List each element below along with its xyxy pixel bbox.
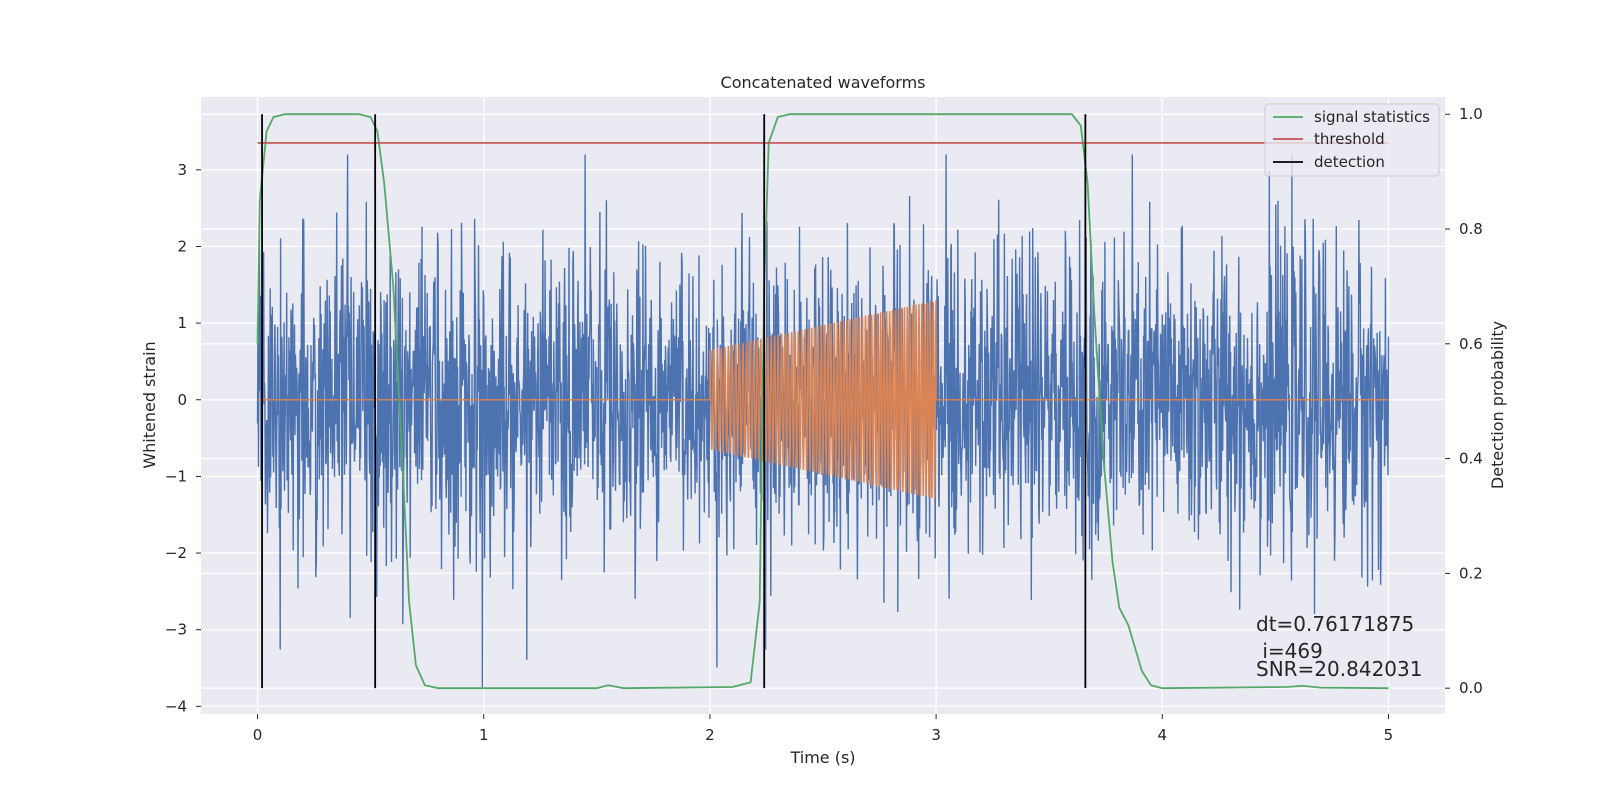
y2-axis-label: Detection probability bbox=[1488, 321, 1507, 489]
y-tick-label: −2 bbox=[165, 544, 187, 562]
x-tick-label: 0 bbox=[253, 726, 263, 744]
y-axis-label: Whitened strain bbox=[140, 341, 159, 468]
x-tick-label: 3 bbox=[931, 726, 941, 744]
detection-series bbox=[261, 114, 1087, 689]
y-tick-label: 2 bbox=[177, 237, 187, 255]
legend-label-signal-statistics: signal statistics bbox=[1314, 108, 1430, 126]
x-axis-label: Time (s) bbox=[789, 748, 855, 767]
y2-tick-label: 0.6 bbox=[1459, 335, 1483, 353]
annotation-snr: SNR=20.842031 bbox=[1256, 657, 1422, 681]
annotation-i: i=469 bbox=[1256, 639, 1323, 663]
annotation-dt: dt=0.76171875 bbox=[1256, 612, 1414, 636]
injected-signal-series bbox=[257, 300, 1389, 499]
x-tick-label: 2 bbox=[705, 726, 715, 744]
y-tick-label: −4 bbox=[165, 697, 187, 715]
y-tick-label: −1 bbox=[165, 467, 187, 485]
x-tick-label: 5 bbox=[1384, 726, 1394, 744]
y-tick-label: −3 bbox=[165, 621, 187, 639]
injected-signal-line bbox=[257, 300, 1389, 499]
legend: signal statistics threshold detection bbox=[1264, 103, 1440, 177]
y2-tick-label: 1.0 bbox=[1459, 105, 1483, 123]
legend-label-threshold: threshold bbox=[1314, 130, 1385, 148]
x-tick-label: 1 bbox=[479, 726, 489, 744]
y-tick-label: 1 bbox=[177, 314, 187, 332]
y-tick-label: 0 bbox=[177, 391, 187, 409]
y2-tick-label: 0.4 bbox=[1459, 450, 1483, 468]
y2-tick-label: 0.2 bbox=[1459, 564, 1483, 582]
y-tick-label: 3 bbox=[177, 161, 187, 179]
legend-box bbox=[1264, 103, 1440, 177]
axes: 0 1 2 3 4 5 −4 −3 −2 −1 0 1 2 3 0.0 0.2 0.4 0.6 0.8 1.0 bbox=[165, 105, 1483, 744]
x-tick-label: 4 bbox=[1157, 726, 1167, 744]
y2-tick-label: 0.0 bbox=[1459, 679, 1483, 697]
y2-tick-label: 0.8 bbox=[1459, 220, 1483, 238]
chart-title: Concatenated waveforms bbox=[721, 73, 926, 92]
legend-label-detection: detection bbox=[1314, 153, 1385, 171]
annotation: dt=0.76171875 i=469 SNR=20.842031 bbox=[1256, 612, 1422, 681]
